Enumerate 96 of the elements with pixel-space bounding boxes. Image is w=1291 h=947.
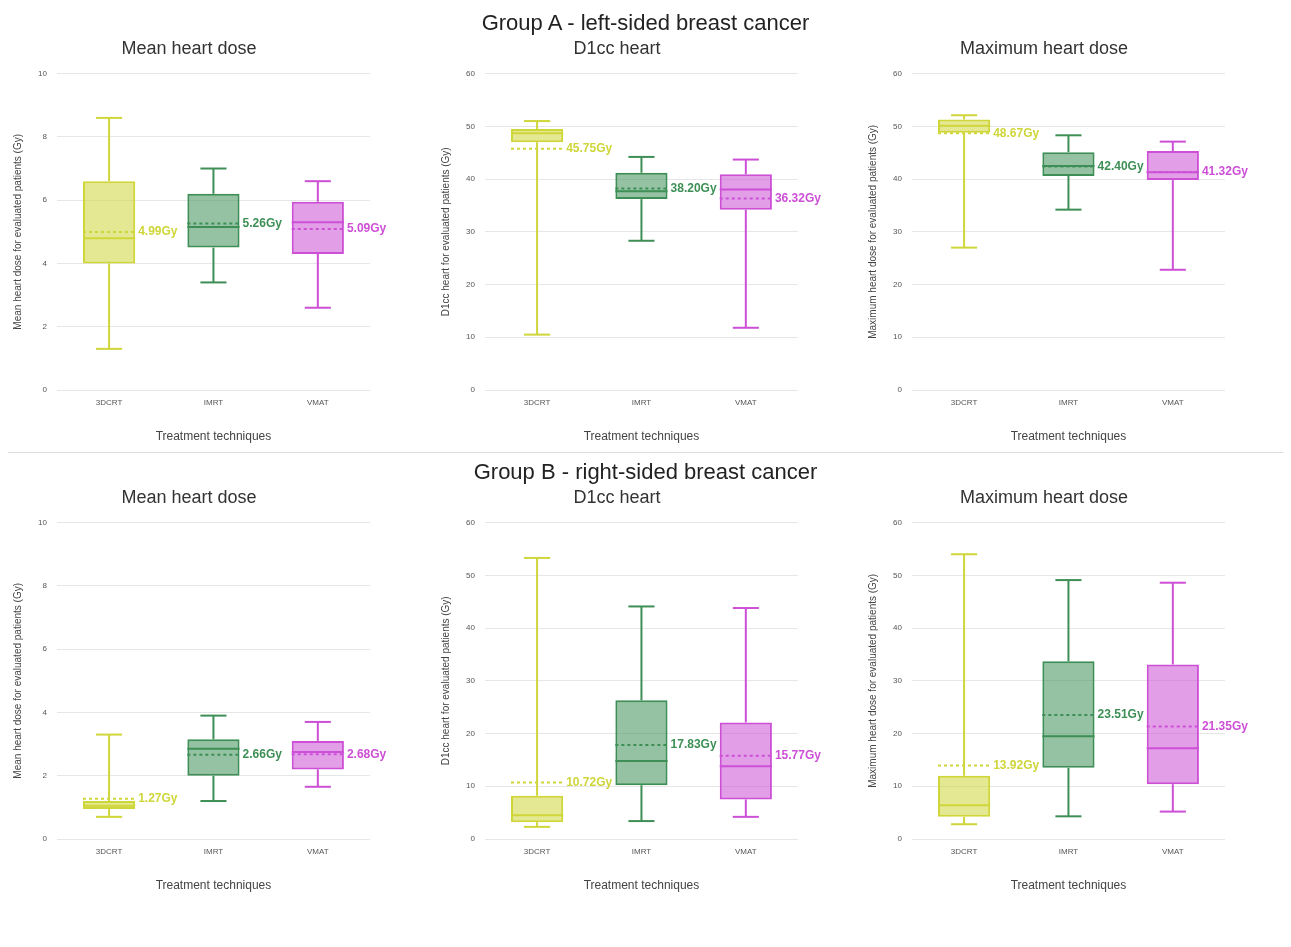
text: 38.20Gy bbox=[670, 180, 717, 195]
chart-title: Maximum heart dose bbox=[959, 37, 1129, 58]
y-tick-label: 20 bbox=[465, 728, 475, 738]
y-tick-label: 8 bbox=[42, 132, 48, 142]
y-tick-label: 4 bbox=[42, 258, 48, 268]
x-tick-label: VMAT bbox=[307, 398, 329, 407]
y-tick-label: 30 bbox=[892, 676, 903, 685]
text: 48.67Gy bbox=[993, 125, 1040, 140]
chart-title: Maximum heart dose bbox=[959, 486, 1129, 507]
y-tick-label: 40 bbox=[892, 174, 903, 184]
y-tick-label: 40 bbox=[465, 623, 475, 633]
y-tick-label: 10 bbox=[465, 781, 475, 791]
y-tick-label: 10 bbox=[37, 68, 48, 78]
y-tick-label: 50 bbox=[892, 570, 903, 580]
y-tick-label: 2 bbox=[42, 770, 48, 780]
y-tick-label: 8 bbox=[42, 581, 48, 591]
y-tick-label: 0 bbox=[469, 385, 475, 395]
text: 45.75Gy bbox=[565, 141, 612, 156]
y-tick-label: 60 bbox=[892, 517, 903, 527]
chart-title: Mean heart dose bbox=[121, 37, 257, 58]
x-tick-label: 3DCRT bbox=[950, 398, 978, 407]
text: 17.83Gy bbox=[670, 737, 717, 752]
x-tick-label: IMRT bbox=[1058, 847, 1079, 856]
y-tick-label: 6 bbox=[42, 195, 48, 205]
x-tick-label: 3DCRT bbox=[950, 847, 978, 856]
text: 10.72Gy bbox=[565, 774, 612, 789]
y-tick-label: 40 bbox=[465, 174, 475, 184]
text: 2.68Gy bbox=[346, 746, 387, 761]
text: 15.77Gy bbox=[774, 748, 821, 763]
y-axis-title: D1cc heart for evaluated patients (Gy) bbox=[439, 596, 451, 766]
text: 2.66Gy bbox=[242, 747, 282, 762]
text: 23.51Gy bbox=[1097, 707, 1144, 722]
y-tick-label: 0 bbox=[42, 385, 48, 395]
y-tick-label: 4 bbox=[42, 707, 48, 717]
text: 41.32Gy bbox=[1201, 164, 1248, 179]
y-axis-title: Maximum heart dose for evaluated patients (Gy) bbox=[866, 124, 878, 339]
x-tick-label: VMAT bbox=[734, 398, 757, 407]
y-tick-label: 10 bbox=[892, 332, 903, 342]
text: Group A - left-sided breast cancer bbox=[480, 9, 811, 37]
y-tick-label: 20 bbox=[892, 279, 903, 289]
y-tick-label: 20 bbox=[465, 279, 475, 289]
y-tick-label: 50 bbox=[465, 570, 475, 580]
x-tick-label: IMRT bbox=[203, 398, 224, 407]
x-tick-label: 3DCRT bbox=[523, 398, 550, 407]
y-tick-label: 2 bbox=[42, 321, 48, 331]
chart-title: Mean heart dose bbox=[121, 486, 257, 507]
text: 36.32Gy bbox=[774, 190, 821, 205]
y-tick-label: 20 bbox=[892, 728, 903, 738]
x-tick-label: IMRT bbox=[1058, 398, 1079, 407]
chart-title: D1cc heart bbox=[572, 486, 661, 507]
y-tick-label: 40 bbox=[892, 623, 903, 633]
x-axis-title: Treatment techniques bbox=[583, 429, 699, 444]
y-tick-label: 30 bbox=[892, 227, 903, 236]
y-tick-label: 0 bbox=[469, 834, 475, 844]
x-tick-label: IMRT bbox=[631, 398, 651, 407]
text: 13.92Gy bbox=[993, 757, 1040, 772]
text: 21.35Gy bbox=[1201, 718, 1248, 733]
x-axis-title: Treatment techniques bbox=[155, 878, 272, 893]
y-tick-label: 30 bbox=[465, 227, 475, 236]
y-axis-title: Mean heart dose for evaluated patients (Gy) bbox=[11, 133, 23, 330]
y-axis-title: Maximum heart dose for evaluated patients (Gy) bbox=[866, 573, 878, 788]
x-tick-label: 3DCRT bbox=[95, 847, 123, 856]
y-tick-label: 10 bbox=[892, 781, 903, 791]
y-tick-label: 60 bbox=[465, 68, 475, 78]
y-axis-title: D1cc heart for evaluated patients (Gy) bbox=[439, 147, 451, 317]
text: 5.26Gy bbox=[242, 215, 282, 230]
x-axis-title: Treatment techniques bbox=[1010, 878, 1127, 893]
y-tick-label: 50 bbox=[465, 121, 475, 131]
x-tick-label: VMAT bbox=[1162, 398, 1184, 407]
chart-title: D1cc heart bbox=[572, 37, 661, 58]
x-tick-label: 3DCRT bbox=[95, 398, 123, 407]
y-tick-label: 60 bbox=[465, 517, 475, 527]
y-tick-label: 10 bbox=[37, 517, 48, 527]
x-tick-label: 3DCRT bbox=[523, 847, 550, 856]
y-tick-label: 0 bbox=[897, 385, 903, 395]
text: 1.27Gy bbox=[138, 791, 178, 806]
y-tick-label: 50 bbox=[892, 121, 903, 131]
x-axis-title: Treatment techniques bbox=[583, 878, 699, 893]
x-tick-label: VMAT bbox=[307, 847, 329, 856]
y-tick-label: 6 bbox=[42, 644, 48, 654]
text: 42.40Gy bbox=[1097, 158, 1144, 173]
x-axis-title: Treatment techniques bbox=[155, 429, 272, 444]
x-tick-label: IMRT bbox=[631, 847, 651, 856]
y-tick-label: 10 bbox=[465, 332, 475, 342]
x-tick-label: VMAT bbox=[1162, 847, 1184, 856]
x-axis-title: Treatment techniques bbox=[1010, 429, 1127, 444]
text: 5.09Gy bbox=[346, 221, 387, 236]
y-tick-label: 60 bbox=[892, 68, 903, 78]
y-axis-title: Mean heart dose for evaluated patients (Gy) bbox=[11, 582, 23, 779]
text: 4.99Gy bbox=[138, 224, 178, 239]
x-tick-label: IMRT bbox=[203, 847, 224, 856]
x-tick-label: VMAT bbox=[734, 847, 757, 856]
text: Group B - right-sided breast cancer bbox=[472, 458, 819, 486]
y-tick-label: 0 bbox=[42, 834, 48, 844]
y-tick-label: 0 bbox=[897, 834, 903, 844]
y-tick-label: 30 bbox=[465, 676, 475, 685]
